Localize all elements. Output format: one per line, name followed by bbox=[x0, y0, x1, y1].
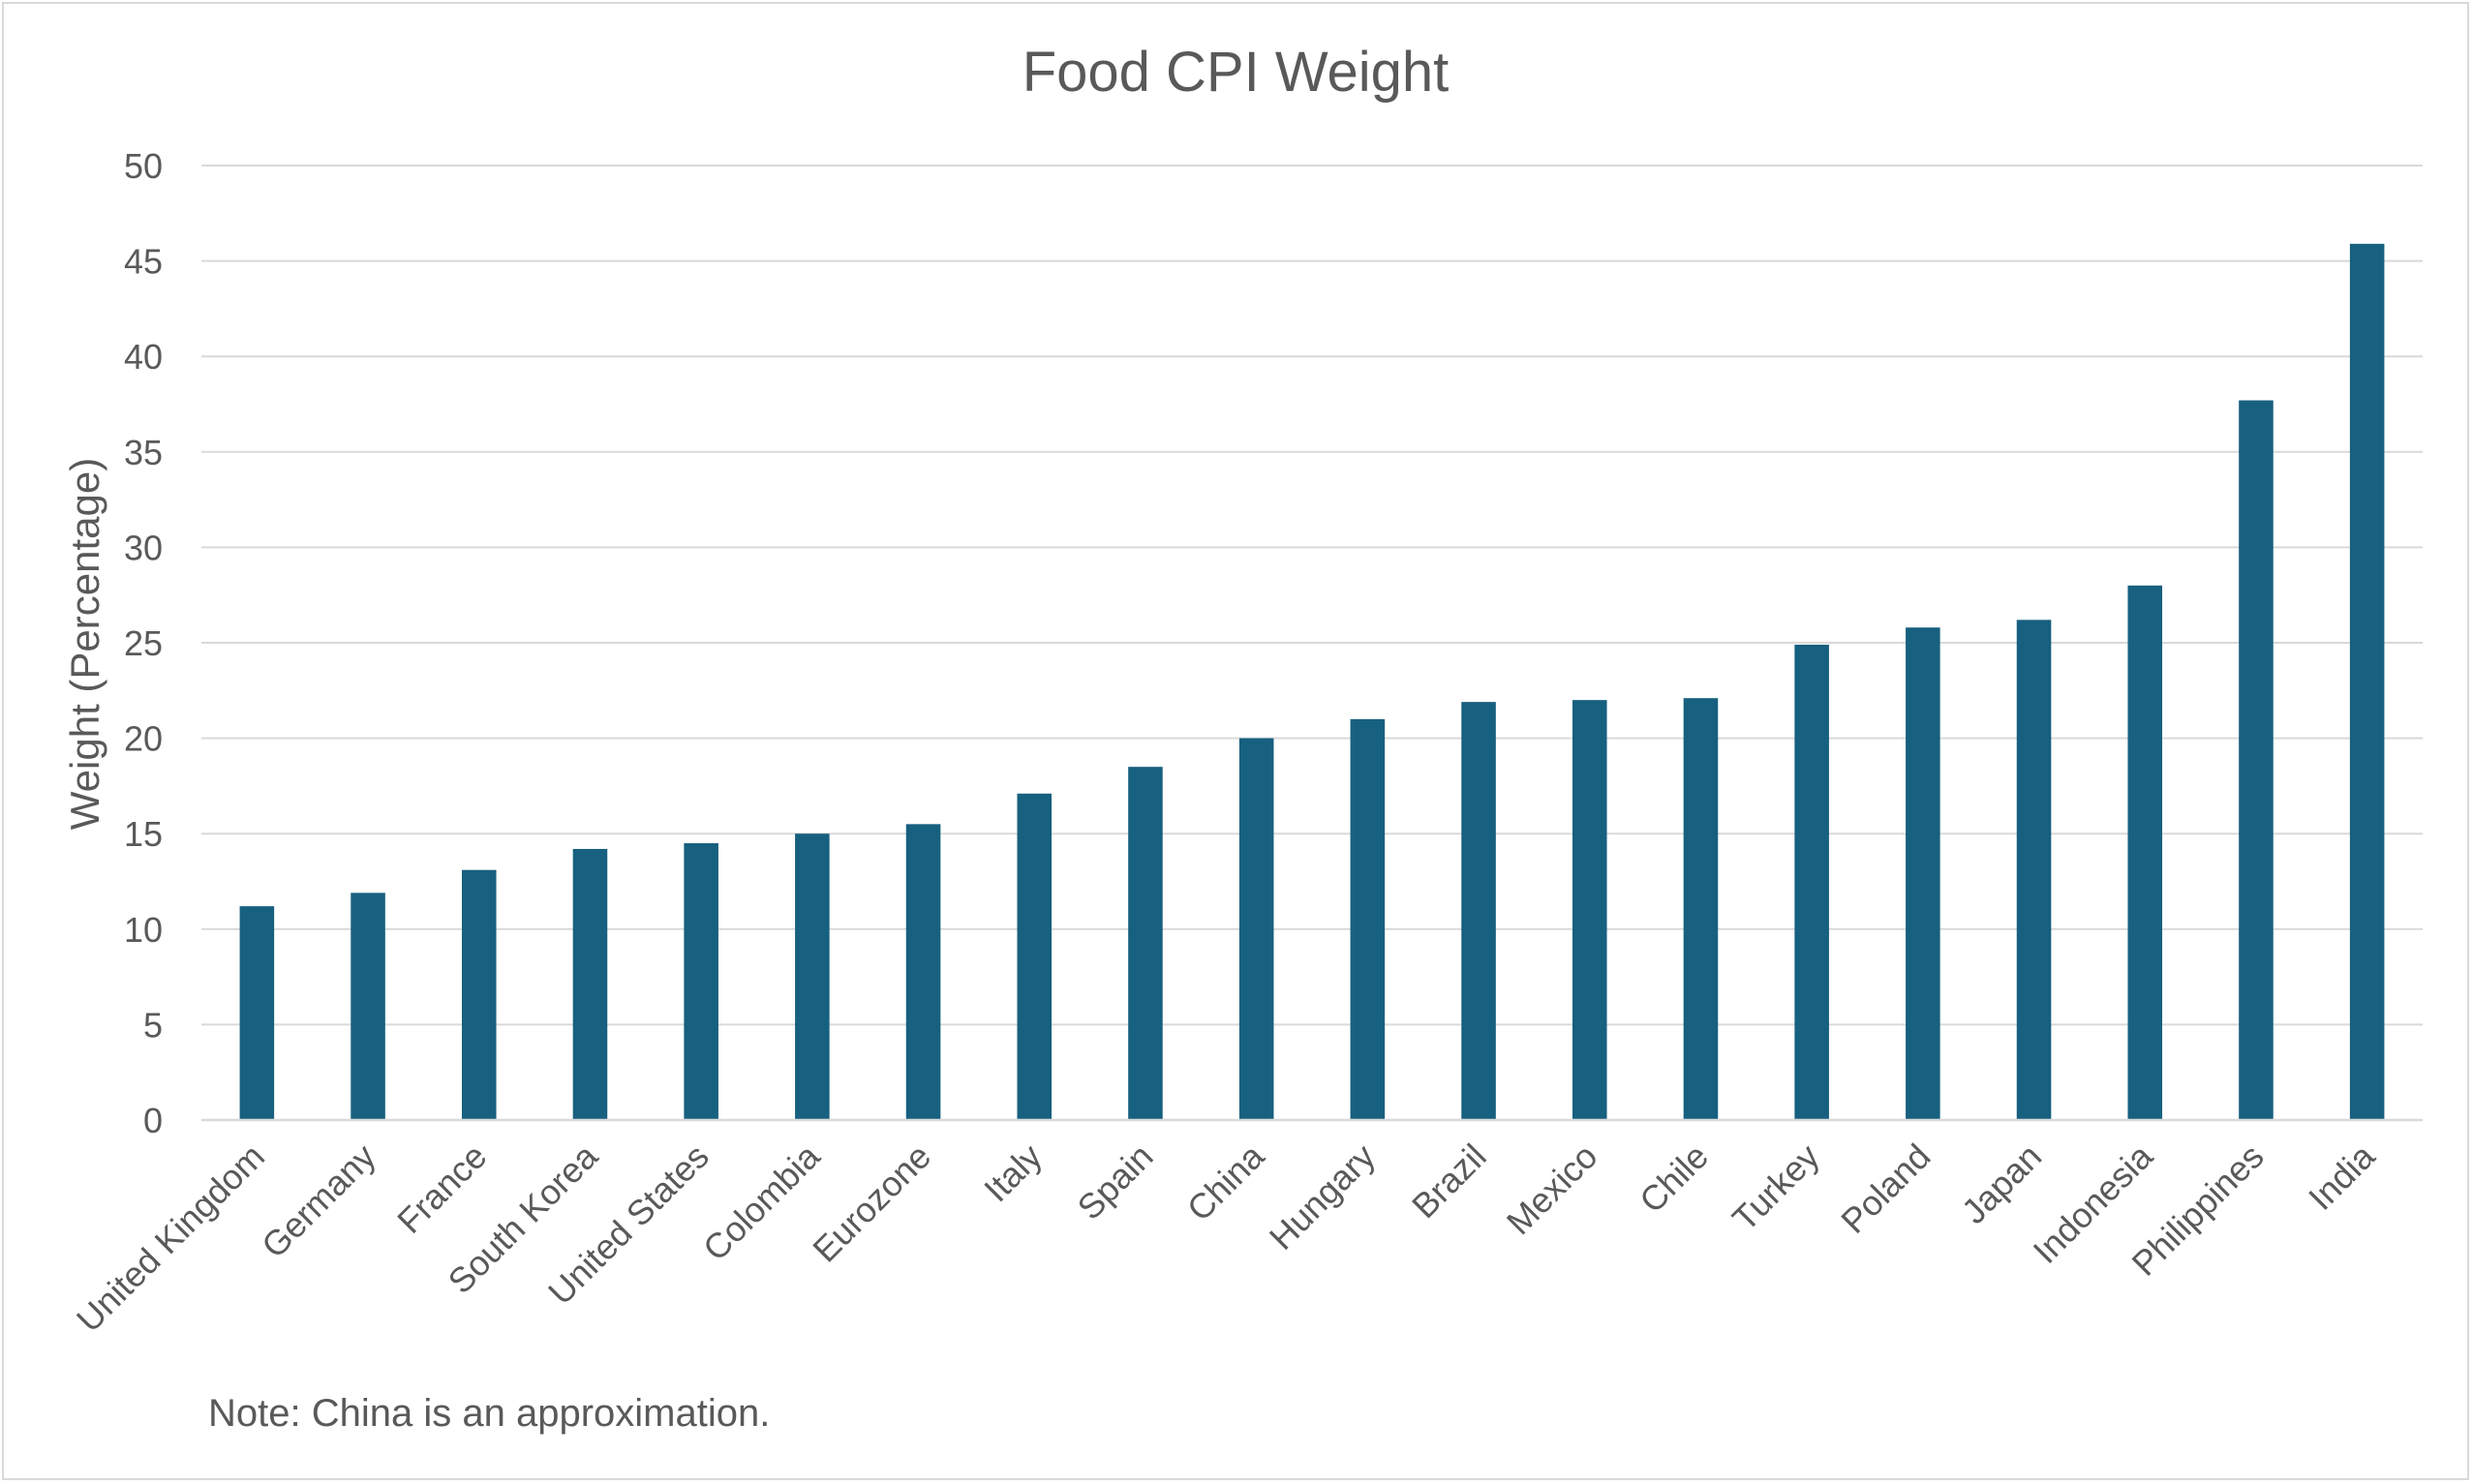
y-tick-label: 10 bbox=[124, 910, 163, 950]
y-tick-label: 0 bbox=[143, 1101, 163, 1140]
bar bbox=[1461, 702, 1496, 1120]
x-tick-label: Chile bbox=[1632, 1136, 1716, 1221]
x-tick-label: Spain bbox=[1070, 1136, 1161, 1227]
y-tick-label: 35 bbox=[124, 433, 163, 472]
bar bbox=[239, 906, 275, 1120]
y-axis-ticks: 0 5 10 15 20 25 30 35 40 45 50 bbox=[124, 146, 163, 1140]
y-tick-label: 20 bbox=[124, 719, 163, 759]
x-tick-label: Japan bbox=[1954, 1136, 2049, 1231]
bar bbox=[572, 848, 608, 1120]
bar bbox=[684, 843, 718, 1120]
y-tick-label: 25 bbox=[124, 623, 163, 663]
bar bbox=[1683, 698, 1719, 1120]
chart-title: Food CPI Weight bbox=[1023, 41, 1450, 104]
x-tick-label: France bbox=[389, 1136, 494, 1241]
x-tick-label: China bbox=[1179, 1136, 1272, 1228]
y-tick-label: 50 bbox=[124, 146, 163, 186]
bar bbox=[2016, 620, 2052, 1120]
x-tick-label: Mexico bbox=[1499, 1136, 1605, 1243]
y-tick-label: 30 bbox=[124, 528, 163, 567]
bar bbox=[351, 893, 385, 1120]
bars bbox=[239, 243, 2385, 1121]
x-tick-label: Eurozone bbox=[805, 1136, 938, 1270]
x-tick-label: Germany bbox=[254, 1136, 383, 1266]
bar bbox=[2349, 243, 2385, 1121]
bar bbox=[461, 869, 497, 1120]
x-tick-label: Brazil bbox=[1404, 1136, 1494, 1227]
x-tick-label: Hungary bbox=[1262, 1136, 1383, 1257]
bar bbox=[1572, 700, 1607, 1120]
x-tick-label: Poland bbox=[1833, 1136, 1938, 1241]
y-axis-label: Weight (Percentage) bbox=[62, 458, 107, 830]
bar bbox=[795, 833, 830, 1120]
y-tick-label: 40 bbox=[124, 337, 163, 377]
chart-note: Note: China is an approximation. bbox=[208, 1392, 770, 1435]
y-tick-label: 15 bbox=[124, 814, 163, 854]
bar bbox=[2239, 400, 2274, 1120]
bar bbox=[1238, 738, 1274, 1120]
y-tick-label: 45 bbox=[124, 242, 163, 282]
x-tick-label: Italy bbox=[976, 1136, 1050, 1210]
x-tick-label: India bbox=[2301, 1136, 2383, 1218]
bar bbox=[1128, 767, 1163, 1120]
x-tick-label: Colombia bbox=[695, 1136, 828, 1268]
bar bbox=[1794, 644, 1829, 1120]
x-tick-label: United Kingdom bbox=[69, 1136, 272, 1340]
bar bbox=[905, 824, 941, 1120]
bar bbox=[2127, 585, 2163, 1120]
bar bbox=[1017, 793, 1053, 1120]
y-tick-label: 5 bbox=[143, 1005, 163, 1045]
bar bbox=[1350, 718, 1386, 1120]
x-tick-label: Turkey bbox=[1725, 1136, 1827, 1239]
bar bbox=[1906, 627, 1940, 1120]
gridlines bbox=[201, 165, 2423, 1026]
